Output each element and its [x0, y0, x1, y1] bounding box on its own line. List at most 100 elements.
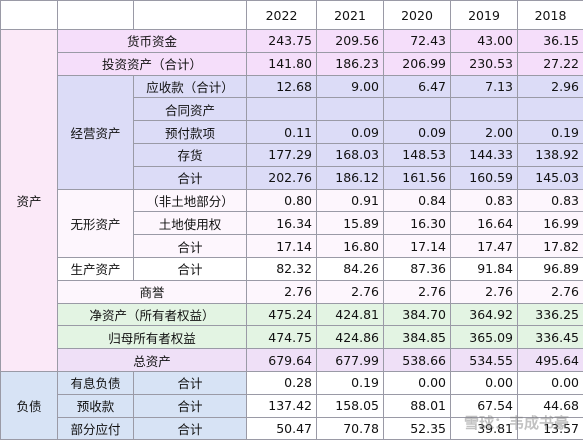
- value-cell: 2.76: [384, 280, 451, 303]
- value-cell: 186.12: [317, 166, 384, 189]
- value-cell: 0.09: [317, 121, 384, 144]
- year-header: 2021: [317, 1, 384, 30]
- value-cell: 384.70: [384, 303, 451, 326]
- corner-cell: [134, 1, 247, 30]
- value-cell: 6.47: [384, 75, 451, 98]
- value-cell: [317, 98, 384, 121]
- row-label: 应收款（合计）: [134, 75, 247, 98]
- value-cell: 145.03: [518, 166, 583, 189]
- value-cell: 0.19: [518, 121, 583, 144]
- group-label: 无形资产: [58, 189, 134, 257]
- row-label: 总资产: [58, 349, 247, 372]
- value-cell: 209.56: [317, 30, 384, 53]
- value-cell: [384, 98, 451, 121]
- value-cell: 16.64: [451, 212, 518, 235]
- value-cell: 0.83: [451, 189, 518, 212]
- value-cell: 52.35: [384, 417, 451, 440]
- value-cell: 17.14: [247, 235, 317, 258]
- row-label: （非土地部分）: [134, 189, 247, 212]
- row-label: 合计: [134, 235, 247, 258]
- value-cell: 365.09: [451, 326, 518, 349]
- watermark: 雪球：韦成书豪: [464, 412, 569, 433]
- year-header: 2019: [451, 1, 518, 30]
- group-label: 经营资产: [58, 75, 134, 189]
- group-label: 有息负债: [58, 371, 134, 394]
- value-cell: 177.29: [247, 143, 317, 166]
- value-cell: 384.85: [384, 326, 451, 349]
- corner-cell: [1, 1, 58, 30]
- row-label: 土地使用权: [134, 212, 247, 235]
- value-cell: 336.25: [518, 303, 583, 326]
- value-cell: 424.86: [317, 326, 384, 349]
- value-cell: 534.55: [451, 349, 518, 372]
- value-cell: [247, 98, 317, 121]
- value-cell: [451, 98, 518, 121]
- value-cell: 0.83: [518, 189, 583, 212]
- value-cell: 17.47: [451, 235, 518, 258]
- value-cell: 17.82: [518, 235, 583, 258]
- value-cell: 424.81: [317, 303, 384, 326]
- value-cell: 474.75: [247, 326, 317, 349]
- group-label: 部分应付: [58, 417, 134, 440]
- value-cell: 0.00: [451, 371, 518, 394]
- value-cell: 137.42: [247, 394, 317, 417]
- value-cell: 16.30: [384, 212, 451, 235]
- value-cell: 91.84: [451, 257, 518, 280]
- value-cell: 364.92: [451, 303, 518, 326]
- value-cell: 141.80: [247, 52, 317, 75]
- value-cell: 12.68: [247, 75, 317, 98]
- group-label: 生产资产: [58, 257, 134, 280]
- value-cell: 16.34: [247, 212, 317, 235]
- value-cell: 2.76: [518, 280, 583, 303]
- value-cell: 2.76: [451, 280, 518, 303]
- value-cell: 160.59: [451, 166, 518, 189]
- value-cell: 50.47: [247, 417, 317, 440]
- row-label: 商誉: [58, 280, 247, 303]
- value-cell: 0.00: [518, 371, 583, 394]
- value-cell: [518, 98, 583, 121]
- corner-cell: [58, 1, 134, 30]
- row-label: 合计: [134, 257, 247, 280]
- value-cell: 243.75: [247, 30, 317, 53]
- section-label: 负债: [1, 371, 58, 439]
- year-header: 2020: [384, 1, 451, 30]
- year-header: 2018: [518, 1, 583, 30]
- value-cell: 679.64: [247, 349, 317, 372]
- value-cell: 495.64: [518, 349, 583, 372]
- value-cell: 138.92: [518, 143, 583, 166]
- value-cell: 43.00: [451, 30, 518, 53]
- value-cell: 0.28: [247, 371, 317, 394]
- value-cell: 230.53: [451, 52, 518, 75]
- value-cell: 144.33: [451, 143, 518, 166]
- value-cell: 677.99: [317, 349, 384, 372]
- value-cell: 2.76: [247, 280, 317, 303]
- row-label: 合计: [134, 371, 247, 394]
- value-cell: 9.00: [317, 75, 384, 98]
- value-cell: 0.91: [317, 189, 384, 212]
- row-label: 存货: [134, 143, 247, 166]
- value-cell: 168.03: [317, 143, 384, 166]
- value-cell: 16.80: [317, 235, 384, 258]
- value-cell: 0.84: [384, 189, 451, 212]
- value-cell: 15.89: [317, 212, 384, 235]
- value-cell: 538.66: [384, 349, 451, 372]
- row-label: 投资资产（合计）: [58, 52, 247, 75]
- value-cell: 2.96: [518, 75, 583, 98]
- section-label: 资产: [1, 30, 58, 372]
- value-cell: 475.24: [247, 303, 317, 326]
- row-label: 归母所有者权益: [58, 326, 247, 349]
- value-cell: 17.14: [384, 235, 451, 258]
- value-cell: 70.78: [317, 417, 384, 440]
- value-cell: 96.89: [518, 257, 583, 280]
- value-cell: 336.45: [518, 326, 583, 349]
- row-label: 合计: [134, 394, 247, 417]
